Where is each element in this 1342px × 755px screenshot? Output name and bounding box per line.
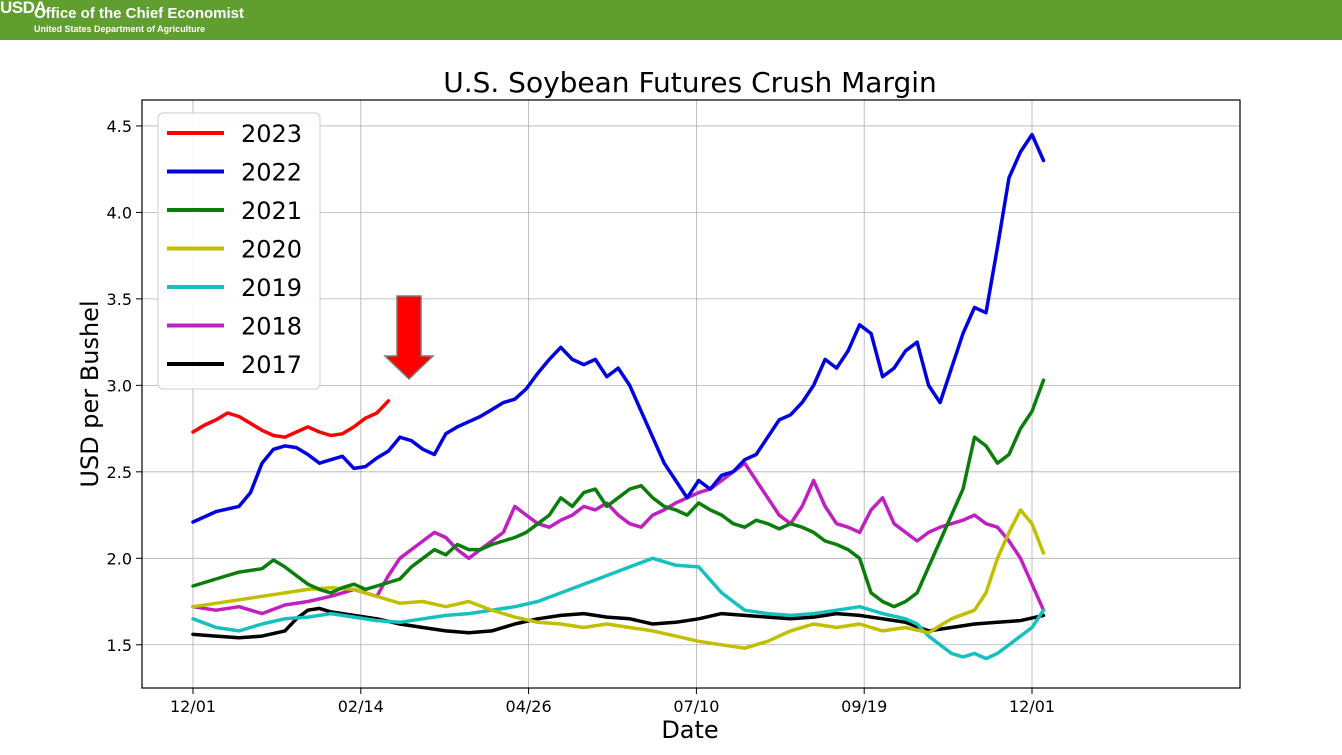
y-tick-label: 2.5 [107,463,132,482]
series-line-2021 [191,378,1046,609]
legend-label-2022: 2022 [241,159,302,187]
series-line-2019 [191,556,1046,661]
plot-frame [141,99,1241,689]
usda-logo: USDA [0,0,47,17]
y-tick-label: 3.0 [107,376,132,395]
legend-label-2018: 2018 [241,313,302,341]
legend-label-2021: 2021 [241,197,302,225]
y-tick-label: 4.0 [107,203,132,222]
series-line-2020 [191,508,1046,650]
header-title: Office of the Chief Economist [34,5,245,22]
chart-ticks: 12/01 02/14 04/26 07/10 09/19 12/01 1.5 2.0 2.5 3… [107,117,1056,716]
x-axis-label: Date [661,716,718,744]
x-tick-label: 12/01 [170,697,216,716]
series-line-2017 [191,606,1046,640]
chart-title: U.S. Soybean Futures Crush Margin [443,66,937,99]
series-line-2023 [191,399,391,439]
header-subtitle: United States Department of Agriculture [34,24,206,34]
legend-label-2023: 2023 [241,120,302,148]
red-arrow-icon [383,295,435,381]
x-tick-label: 12/01 [1009,697,1055,716]
header-banner: USDA Office of the Chief Economist Unite… [0,0,1342,40]
x-tick-label: 02/14 [338,697,384,716]
legend-label-2020: 2020 [241,236,302,264]
chart-series [191,132,1046,661]
y-tick-label: 3.5 [107,290,132,309]
chart-grid [142,100,1240,688]
crush-margin-chart: U.S. Soybean Futures Crush Margin 12/01 0… [76,66,1241,744]
y-axis-label: USD per Bushel [76,300,104,487]
legend-label-2017: 2017 [241,351,302,379]
series-line-2022 [191,132,1046,524]
x-tick-label: 04/26 [506,697,552,716]
y-tick-label: 4.5 [107,117,132,136]
chart-legend: 2023 2022 2021 2020 2019 2018 2017 [157,112,321,390]
y-tick-label: 2.0 [107,549,132,568]
legend-label-2019: 2019 [241,274,302,302]
x-tick-label: 09/19 [841,697,887,716]
series-line-2018 [191,461,1046,616]
x-tick-label: 07/10 [673,697,719,716]
y-tick-label: 1.5 [107,636,132,655]
